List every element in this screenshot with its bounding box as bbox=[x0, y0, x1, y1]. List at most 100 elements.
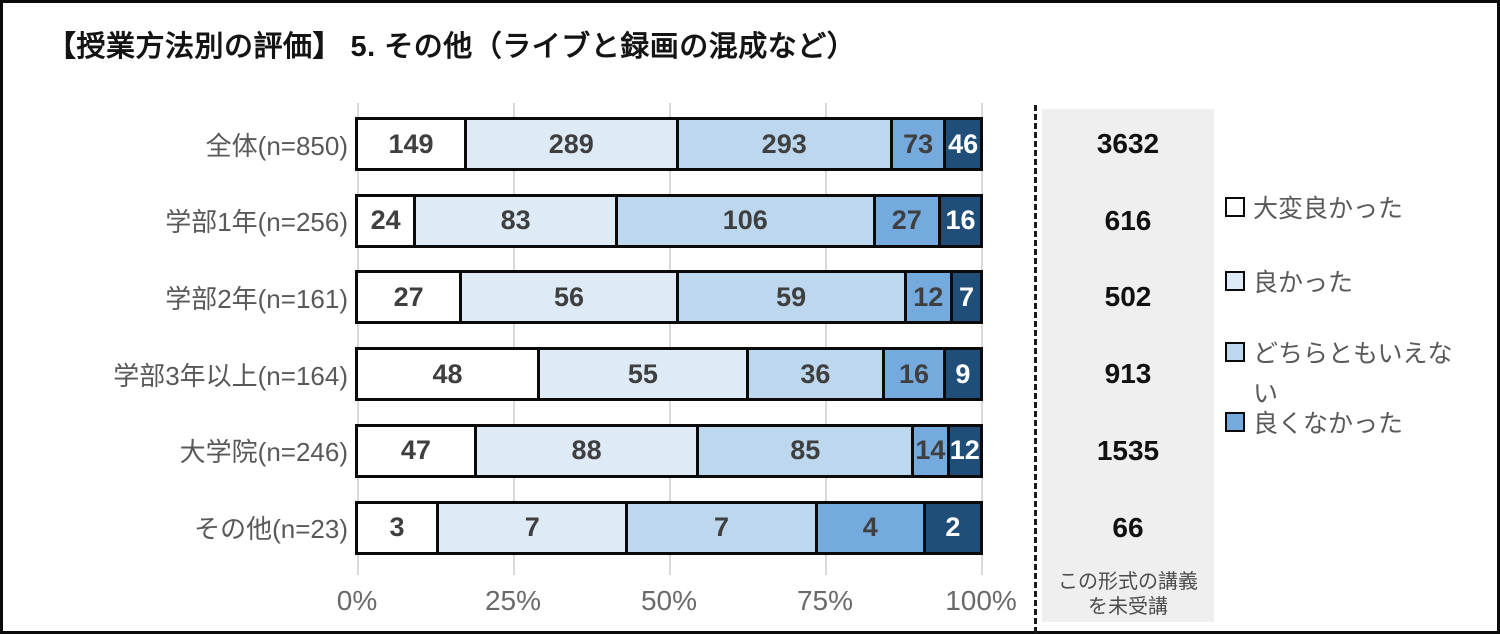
bar-segment: 14 bbox=[914, 426, 950, 475]
gridline bbox=[669, 103, 671, 575]
bar-row: 3 7 7 4 2 bbox=[355, 500, 983, 555]
bar-segment: 88 bbox=[476, 426, 700, 475]
category-label: 大学院(n=246) bbox=[179, 437, 348, 468]
bar-segment: 16 bbox=[941, 196, 980, 245]
legend-item: 大変良かった bbox=[1225, 189, 1403, 229]
value-label: 149 bbox=[388, 128, 434, 159]
legend-item: どちらともいえない bbox=[1225, 334, 1465, 414]
legend-label: 良かった bbox=[1253, 269, 1354, 297]
x-axis-tick: 50% bbox=[640, 585, 698, 616]
unattended-value: 1535 bbox=[1096, 434, 1160, 466]
bar-segment: 4 bbox=[817, 503, 926, 552]
value-label: 27 bbox=[393, 281, 424, 312]
bar-segment: 3 bbox=[358, 503, 440, 552]
bar-segment: 46 bbox=[946, 120, 980, 168]
x-axis-tick: 25% bbox=[484, 585, 542, 616]
bar-segment: 16 bbox=[885, 350, 946, 399]
unattended-value: 502 bbox=[1104, 281, 1152, 313]
bar-segment: 59 bbox=[678, 273, 907, 322]
bar-row: 149 289 293 73 46 bbox=[355, 117, 983, 171]
legend-swatch-icon bbox=[1225, 271, 1245, 291]
bar-segment: 12 bbox=[949, 426, 980, 475]
gridline bbox=[981, 103, 983, 575]
page-title: 【授業方法別の評価】 5. その他（ライブと録画の混成など） bbox=[47, 31, 857, 63]
bar-segment: 27 bbox=[358, 273, 463, 322]
category-label: 全体(n=850) bbox=[205, 130, 348, 161]
bar-segment: 289 bbox=[467, 120, 679, 168]
value-label: 293 bbox=[761, 128, 807, 159]
unattended-panel: 3632 616 502 913 1535 66 この形式の講義 を未受講 bbox=[1042, 109, 1214, 622]
bar-segment: 85 bbox=[699, 426, 915, 475]
value-label: 46 bbox=[948, 128, 979, 159]
bar-row: 47 88 85 14 12 bbox=[355, 423, 983, 478]
bar-segment: 12 bbox=[906, 273, 953, 322]
value-label: 88 bbox=[571, 435, 602, 466]
bar-segment: 149 bbox=[358, 120, 468, 168]
legend-label: 良くなかった bbox=[1253, 410, 1404, 438]
value-label: 106 bbox=[722, 205, 768, 236]
value-label: 12 bbox=[913, 281, 944, 312]
value-label: 73 bbox=[903, 128, 934, 159]
bar-row: 24 83 106 27 16 bbox=[355, 193, 983, 248]
legend-label: どちらともいえない bbox=[1253, 340, 1453, 408]
bar-row: 48 55 36 16 9 bbox=[355, 347, 983, 402]
value-label: 47 bbox=[400, 435, 431, 466]
legend-swatch-icon bbox=[1225, 197, 1245, 217]
value-label: 36 bbox=[800, 358, 831, 389]
value-label: 289 bbox=[548, 128, 594, 159]
value-label: 7 bbox=[714, 512, 730, 542]
gridline bbox=[513, 103, 515, 575]
bar-segment: 7 bbox=[952, 273, 980, 322]
value-label: 16 bbox=[898, 358, 930, 389]
category-label: その他(n=23) bbox=[194, 514, 348, 544]
bar-segment: 2 bbox=[925, 503, 980, 552]
bar-segment: 83 bbox=[416, 196, 618, 245]
value-label: 14 bbox=[915, 435, 946, 466]
unattended-value: 3632 bbox=[1096, 128, 1160, 159]
bar-segment: 24 bbox=[358, 196, 417, 245]
value-label: 83 bbox=[500, 205, 531, 236]
divider-dashed-line bbox=[1034, 105, 1037, 633]
value-label: 9 bbox=[955, 358, 971, 389]
category-label: 学部2年(n=161) bbox=[165, 283, 348, 314]
unattended-value: 913 bbox=[1104, 358, 1152, 390]
bar-segment: 7 bbox=[628, 503, 818, 552]
gridline bbox=[825, 103, 827, 575]
value-label: 7 bbox=[958, 281, 974, 312]
value-label: 55 bbox=[627, 358, 658, 389]
bar-segment: 36 bbox=[748, 350, 886, 399]
bar-segment: 55 bbox=[540, 350, 749, 399]
bar-segment: 47 bbox=[358, 426, 477, 475]
value-label: 24 bbox=[370, 205, 401, 236]
category-label: 学部3年以上(n=164) bbox=[113, 360, 348, 391]
value-label: 7 bbox=[524, 512, 540, 542]
x-axis-tick: 0% bbox=[336, 585, 378, 616]
x-axis-tick: 100% bbox=[945, 585, 1017, 616]
bar-segment: 7 bbox=[439, 503, 629, 552]
category-label: 学部1年(n=256) bbox=[165, 207, 348, 238]
bar-row: 27 56 59 12 7 bbox=[355, 270, 983, 325]
bar-segment: 293 bbox=[678, 120, 893, 168]
bar-segment: 9 bbox=[945, 350, 980, 399]
bar-segment: 48 bbox=[358, 350, 541, 399]
value-label: 85 bbox=[790, 435, 821, 466]
legend-item: 良くなかった bbox=[1225, 404, 1403, 444]
gridline bbox=[357, 103, 359, 575]
value-label: 56 bbox=[553, 281, 584, 312]
bar-segment: 56 bbox=[462, 273, 679, 322]
value-label: 4 bbox=[862, 512, 878, 542]
legend-item: 良かった bbox=[1225, 263, 1353, 303]
value-label: 12 bbox=[949, 435, 980, 466]
unattended-value: 616 bbox=[1104, 204, 1152, 236]
value-label: 48 bbox=[432, 358, 463, 389]
legend-swatch-icon bbox=[1225, 412, 1245, 432]
value-label: 27 bbox=[891, 205, 922, 236]
bar-segment: 106 bbox=[617, 196, 876, 245]
bar-segment: 27 bbox=[875, 196, 942, 245]
bar-segment: 73 bbox=[892, 120, 947, 168]
unattended-value: 66 bbox=[1112, 511, 1144, 543]
legend-swatch-icon bbox=[1225, 342, 1245, 362]
legend-label: 大変良かった bbox=[1253, 195, 1404, 223]
value-label: 16 bbox=[945, 205, 976, 236]
